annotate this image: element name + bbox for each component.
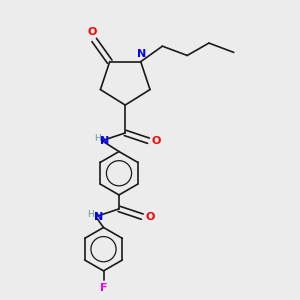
Text: O: O (146, 212, 155, 222)
Text: H: H (94, 134, 100, 143)
Text: N: N (137, 49, 146, 58)
Text: N: N (100, 136, 109, 146)
Text: N: N (94, 212, 103, 222)
Text: O: O (87, 27, 96, 37)
Text: H: H (88, 210, 94, 219)
Text: F: F (100, 283, 107, 293)
Text: O: O (152, 136, 161, 146)
